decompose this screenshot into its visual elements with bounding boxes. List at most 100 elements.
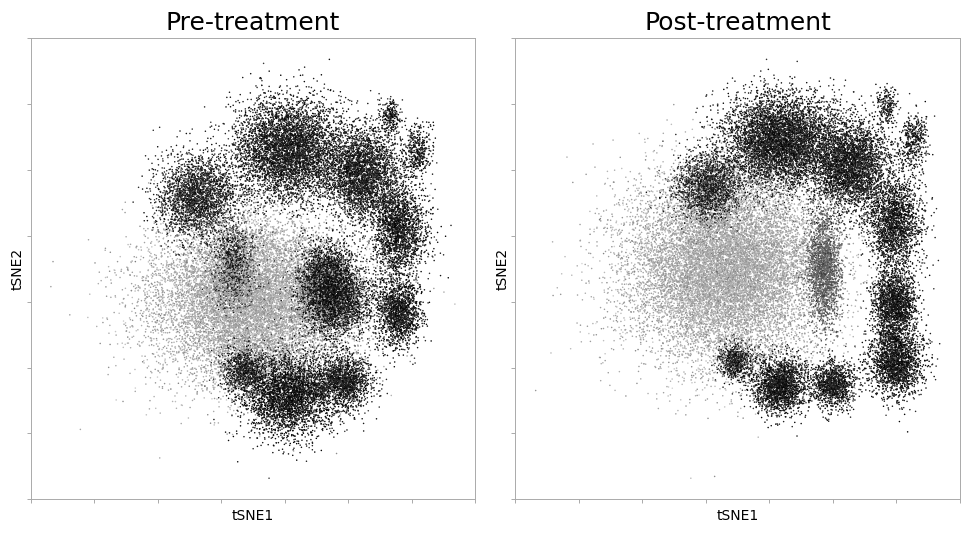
Point (793, 109, 809, 117)
Point (237, 264, 252, 273)
Point (248, 172, 263, 180)
Point (838, 278, 854, 287)
Point (335, 104, 351, 113)
Point (763, 152, 779, 160)
Point (397, 263, 413, 271)
Point (882, 318, 897, 326)
Point (757, 388, 773, 396)
Point (679, 269, 694, 277)
Point (234, 368, 250, 377)
Point (340, 232, 355, 241)
Point (761, 251, 777, 260)
Point (808, 276, 823, 285)
Point (300, 381, 316, 390)
Point (704, 274, 720, 282)
Point (898, 357, 914, 366)
Point (311, 269, 326, 278)
Point (692, 317, 708, 326)
Point (764, 146, 780, 154)
Point (391, 227, 407, 235)
Point (720, 260, 736, 269)
Point (186, 197, 202, 205)
Point (751, 343, 766, 351)
Point (329, 374, 345, 383)
Point (780, 138, 795, 147)
Point (224, 396, 240, 404)
Point (822, 388, 838, 397)
Point (760, 138, 776, 147)
Point (208, 218, 223, 227)
Point (823, 249, 839, 258)
Point (775, 156, 790, 165)
Point (673, 244, 688, 252)
Point (804, 95, 820, 104)
Point (332, 268, 348, 277)
Point (836, 112, 852, 121)
Point (710, 100, 725, 109)
Point (751, 262, 766, 270)
Point (375, 174, 390, 182)
Point (728, 313, 744, 321)
Point (793, 253, 809, 262)
Point (231, 337, 247, 345)
Point (784, 391, 799, 400)
Point (782, 115, 797, 123)
Point (789, 142, 805, 150)
Point (321, 281, 337, 289)
Point (806, 155, 821, 163)
Point (240, 357, 255, 366)
Point (228, 106, 244, 114)
Point (671, 193, 686, 202)
Point (410, 148, 425, 156)
Point (815, 121, 830, 130)
Point (890, 230, 906, 239)
Point (323, 195, 339, 203)
Point (258, 120, 274, 128)
Point (290, 385, 306, 394)
Point (309, 256, 324, 264)
Point (818, 164, 833, 173)
Point (831, 313, 847, 322)
Point (765, 128, 781, 137)
Point (385, 254, 400, 262)
Point (736, 125, 752, 134)
Point (314, 149, 329, 158)
Point (757, 232, 773, 240)
Point (721, 367, 737, 375)
Point (367, 130, 383, 138)
Point (845, 121, 860, 130)
Point (713, 254, 728, 263)
Point (300, 283, 316, 292)
Point (386, 245, 402, 254)
Point (901, 262, 917, 271)
Point (763, 124, 779, 133)
Point (218, 239, 234, 247)
Point (323, 275, 339, 284)
Point (229, 303, 245, 311)
Point (797, 117, 813, 125)
Point (899, 222, 915, 231)
Point (327, 303, 343, 311)
Point (873, 297, 888, 305)
Point (392, 227, 408, 235)
Point (263, 127, 279, 136)
Point (795, 260, 811, 268)
Point (185, 183, 201, 191)
Point (191, 193, 207, 201)
Point (791, 388, 807, 396)
Point (228, 297, 244, 305)
Point (194, 190, 210, 199)
Point (260, 266, 276, 274)
Point (289, 367, 305, 376)
Point (628, 238, 644, 247)
Point (232, 358, 248, 366)
Point (770, 170, 786, 178)
Point (252, 167, 268, 175)
Point (326, 139, 342, 147)
Point (250, 300, 265, 308)
Point (748, 123, 763, 132)
Point (893, 196, 909, 205)
Point (612, 201, 627, 210)
Point (304, 404, 319, 412)
Point (395, 317, 411, 326)
